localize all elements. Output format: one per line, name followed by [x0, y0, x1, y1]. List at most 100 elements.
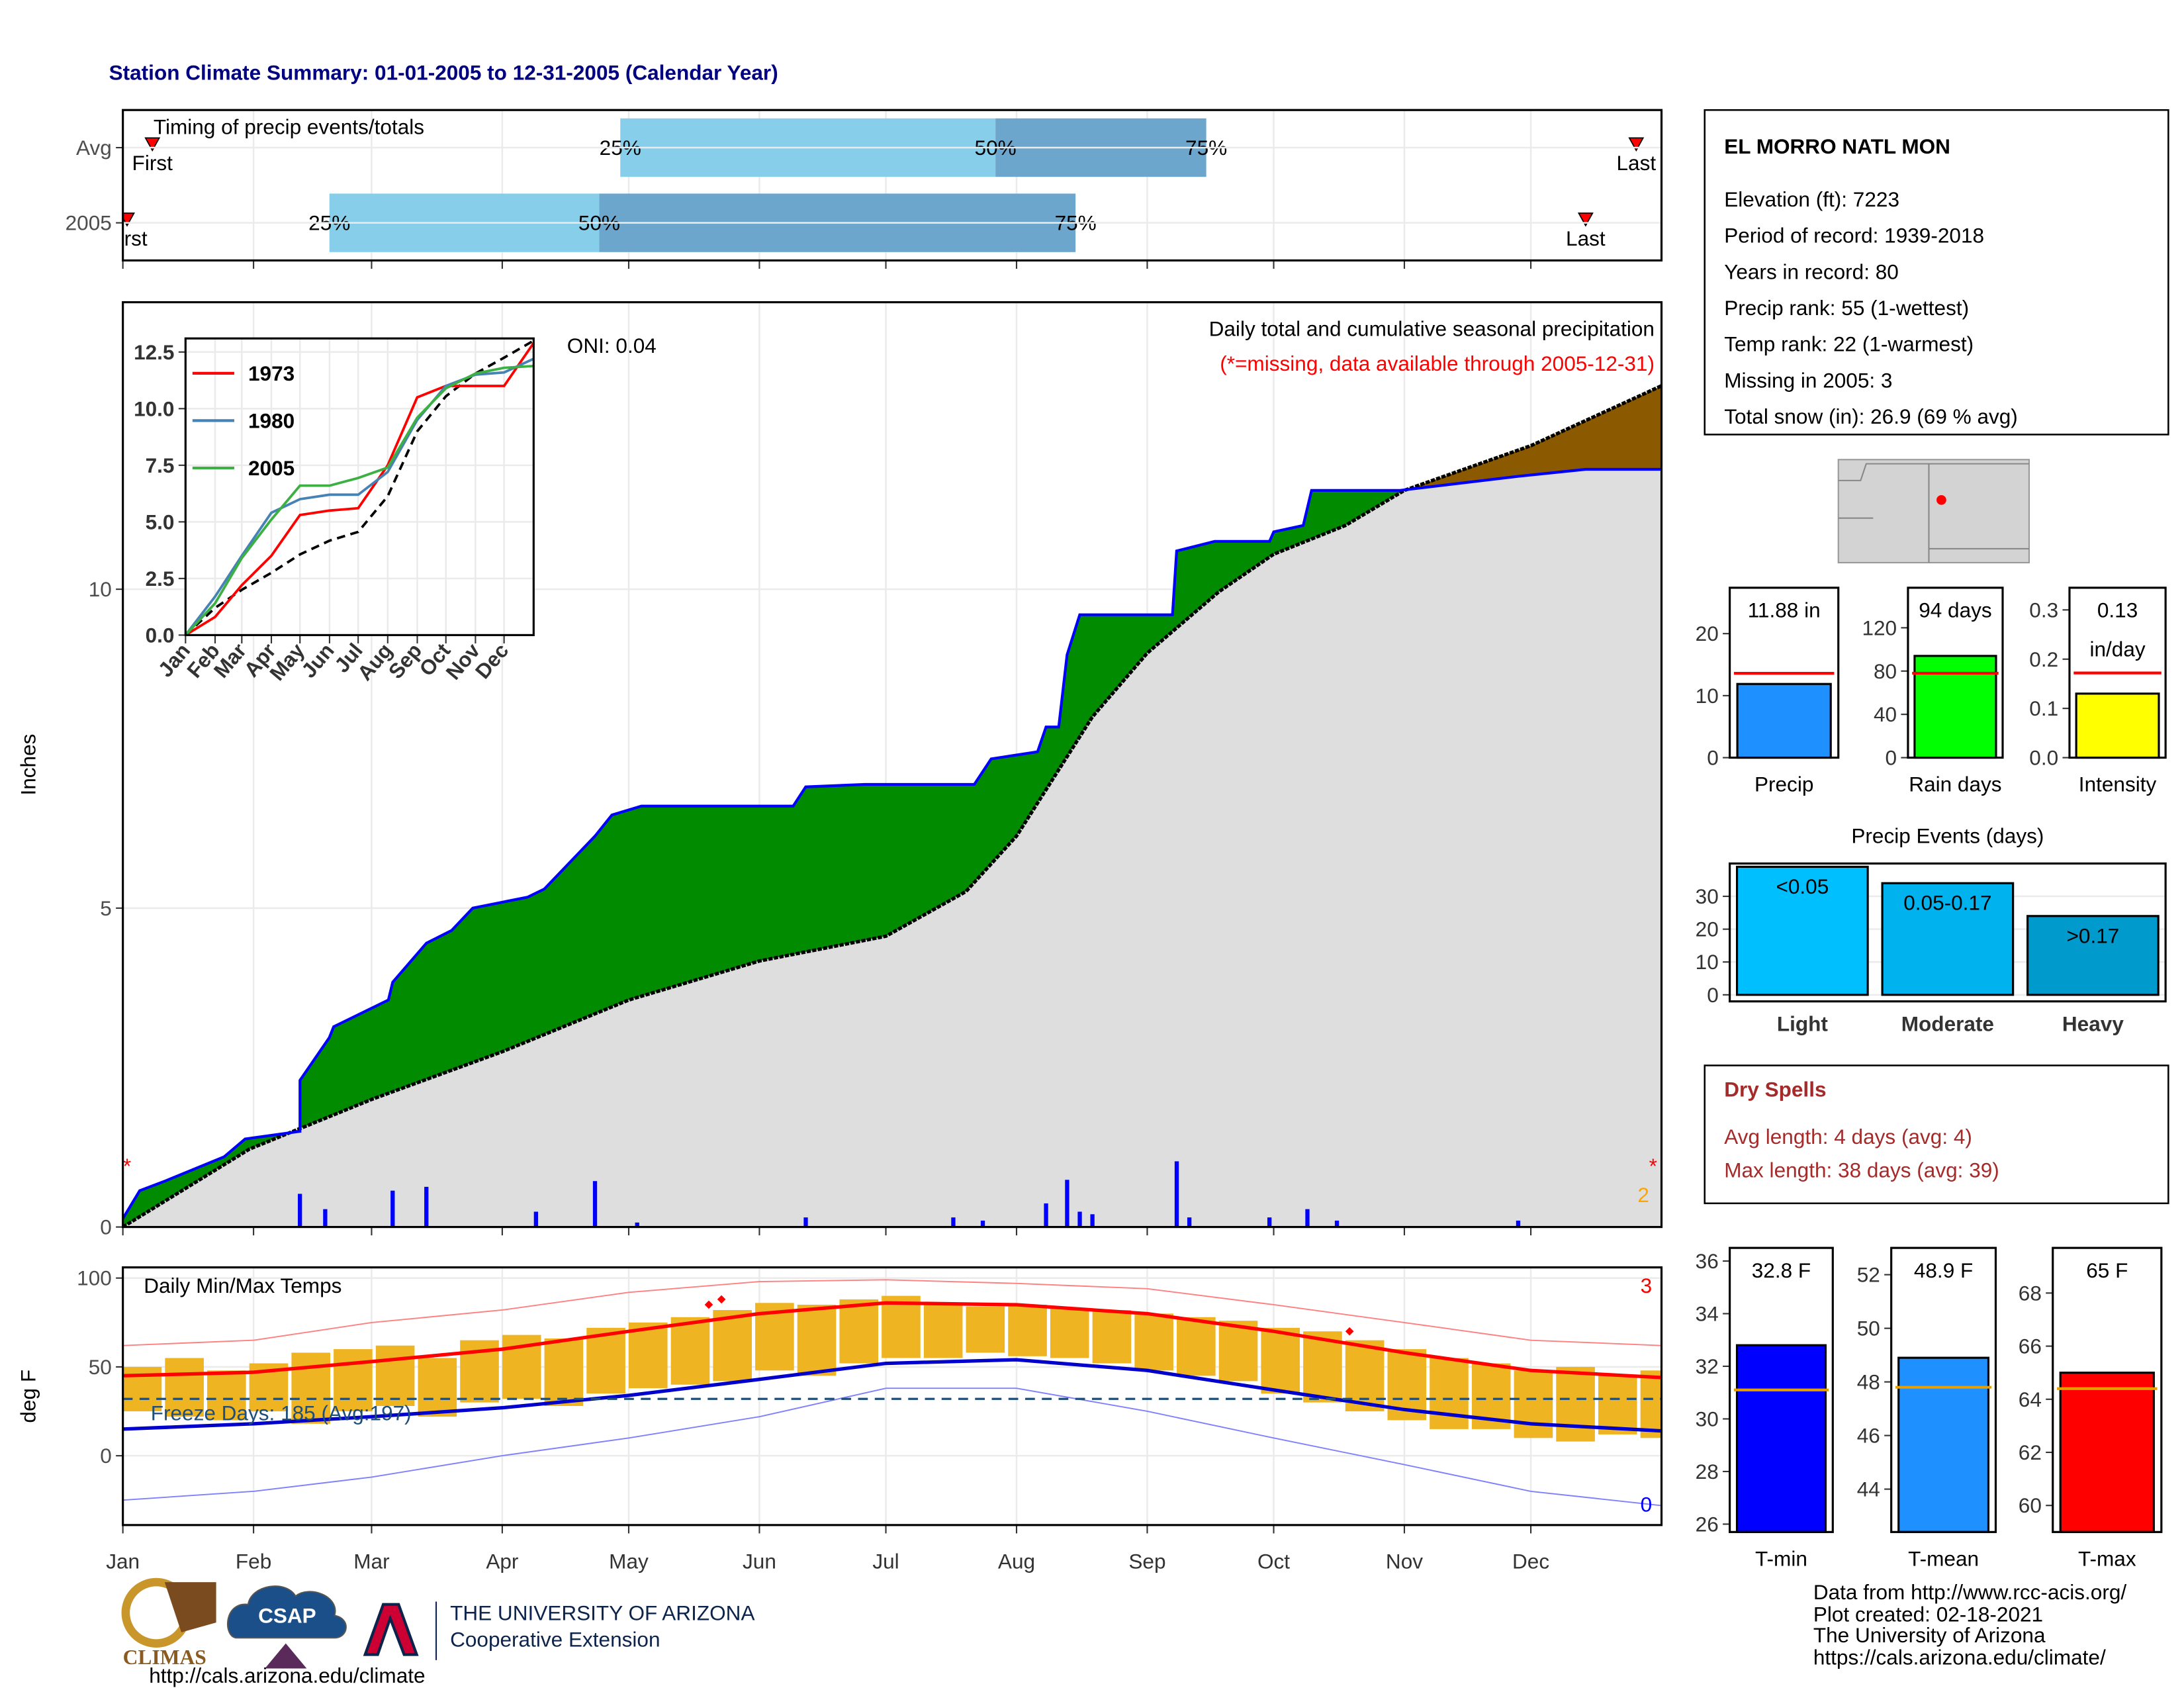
y-axis-label: deg F [17, 1370, 40, 1423]
y-tick-label: 20 [1696, 622, 1719, 645]
y-axis-label: Inches [17, 734, 40, 796]
legend-label: 1973 [248, 361, 295, 385]
footer-line: https://cals.arizona.edu/climate/ [1813, 1646, 2106, 1669]
daily-temp-bar [586, 1327, 625, 1394]
daily-precip-bar [298, 1194, 302, 1227]
event-label: First [132, 151, 173, 175]
bar [2059, 1372, 2155, 1533]
panel-border [1907, 586, 2004, 759]
x-tick-label: Mar [353, 1550, 389, 1573]
daily-temp-bar [165, 1358, 204, 1417]
y-tick-label: 34 [1696, 1302, 1719, 1326]
y-tick-label: 62 [2019, 1440, 2042, 1464]
daily-precip-bar [1516, 1220, 1521, 1227]
y-tick-label: 2.5 [146, 567, 175, 590]
y-tick-label: 30 [1696, 884, 1719, 908]
y-tick-label: 68 [2019, 1281, 2042, 1305]
daily-temp-bar [839, 1299, 879, 1364]
y-tick-label: 60 [2019, 1493, 2042, 1517]
panel-border [1729, 1246, 1834, 1533]
daily-precip-bar [592, 1181, 598, 1227]
y-tick-label: 26 [1696, 1512, 1719, 1536]
y-tick-label: 0 [100, 1215, 112, 1239]
event-marker [1628, 137, 1645, 152]
bar [1736, 865, 1869, 996]
station-box [1704, 109, 2169, 436]
missing-marker: * [123, 1154, 131, 1178]
x-tick-label: Intensity [2079, 773, 2157, 796]
daily-temp-bar [1556, 1366, 1595, 1442]
y-tick-label: 2005 [66, 211, 112, 235]
daily-precip-bar [1174, 1161, 1179, 1227]
panel-border [2052, 1246, 2163, 1533]
page-title: Station Climate Summary: 01-01-2005 to 1… [109, 60, 778, 84]
bin-label: >0.17 [2066, 923, 2119, 947]
y-tick-label: 12.5 [134, 340, 174, 364]
bin-label: 0.05-0.17 [1903, 891, 1991, 915]
y-tick-label: 52 [1857, 1263, 1880, 1287]
y-tick-label: 48 [1857, 1370, 1880, 1394]
daily-temp-bar [418, 1358, 457, 1417]
extension-text: Cooperative Extension [450, 1627, 660, 1651]
panel-subtitle: (*=missing, data available through 2005-… [1220, 352, 1655, 375]
daily-precip-bar [1187, 1217, 1192, 1227]
event-label: Last [1616, 151, 1656, 175]
daily-temp-bar [1218, 1321, 1258, 1382]
daily-precip-bar [1065, 1180, 1069, 1227]
record-high-marker [717, 1295, 726, 1304]
value-label: 48.9 F [1914, 1258, 1973, 1282]
daily-precip-bar [1090, 1214, 1095, 1227]
daily-precip-bar [635, 1222, 639, 1227]
y-tick-label: 10 [1696, 950, 1719, 974]
ua-logo [363, 1603, 419, 1656]
panel-title: Timing of precip events/totals [154, 115, 424, 138]
missing-marker: * [1649, 1154, 1657, 1178]
y-tick-label: 7.5 [146, 453, 175, 477]
footer-line: The University of Arizona [1813, 1623, 2046, 1647]
daily-temp-bar [375, 1345, 415, 1406]
panel-title: Precip Events (days) [1851, 823, 2044, 847]
daily-temp-bar [334, 1349, 373, 1412]
x-tick-label: Heavy [2062, 1011, 2124, 1035]
record-line [122, 1387, 1662, 1507]
panel-border [2068, 586, 2167, 759]
value-unit: in/day [2089, 637, 2145, 661]
x-tick-label: T-mean [1908, 1546, 1979, 1570]
csap-url: http://cals.arizona.edu/climate [149, 1664, 425, 1687]
x-tick-label: Jan [106, 1550, 140, 1573]
x-tick-label: Oct [1257, 1550, 1290, 1573]
dry-spells-box [1704, 1064, 2169, 1205]
daily-temp-bar [882, 1295, 921, 1358]
value-label: 0.13 [2097, 598, 2138, 622]
value-label: 11.88 in [1748, 598, 1821, 622]
normal-area [122, 469, 1662, 1227]
y-tick-label: 0.3 [2029, 598, 2058, 622]
value-label: 94 days [1919, 598, 1992, 622]
daily-temp-bar [1514, 1370, 1553, 1438]
x-tick-label: Feb [236, 1550, 271, 1573]
record-count: 0 [1641, 1492, 1653, 1516]
legend-label: 1980 [248, 408, 295, 432]
panel-border [1729, 862, 2167, 1003]
station-line: Elevation (ft): 7223 [1724, 187, 1899, 211]
daily-temp-bar [923, 1303, 963, 1358]
y-tick-label: 30 [1696, 1407, 1719, 1430]
footer-line: Data from http://www.rcc-acis.org/ [1813, 1580, 2127, 1604]
climas-emblem [164, 1582, 216, 1632]
daily-precip-bar [1267, 1217, 1272, 1227]
station-line: Temp rank: 22 (1-warmest) [1724, 332, 1974, 356]
daily-temp-bar [544, 1338, 584, 1406]
x-tick-label: Jul [872, 1550, 899, 1573]
y-tick-label: 0.1 [2029, 696, 2058, 720]
bin-label: <0.05 [1776, 874, 1829, 898]
y-tick-label: 100 [77, 1266, 112, 1290]
freeze-label: Freeze Days: 185 (Avg:197) [151, 1401, 412, 1425]
y-tick-label: 10 [89, 577, 112, 601]
climas-text: CLIMAS [123, 1646, 206, 1669]
daily-temp-bar [1261, 1327, 1300, 1394]
value-label: 65 F [2086, 1258, 2128, 1282]
station-line: Years in record: 80 [1724, 259, 1899, 283]
x-tick-label: Light [1777, 1011, 1829, 1035]
y-tick-label: 50 [89, 1355, 112, 1379]
